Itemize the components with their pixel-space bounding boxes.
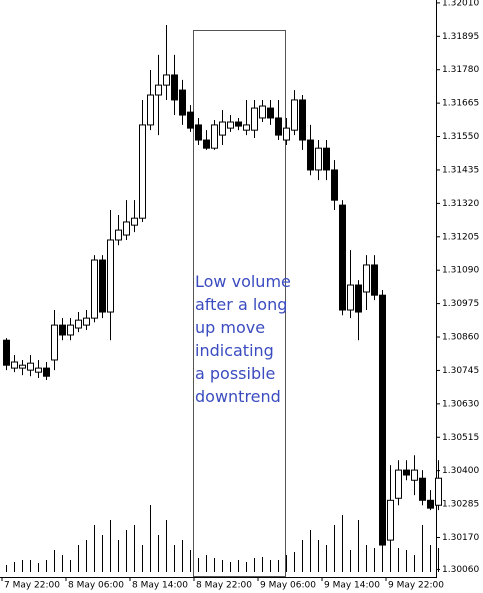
candle-body [219, 121, 226, 136]
candle-body [115, 229, 122, 241]
candle-body [147, 94, 154, 126]
x-tick-label: 8 May 14:00 [132, 581, 188, 591]
candle-body [227, 121, 234, 129]
x-tick-label: 9 May 14:00 [324, 581, 380, 591]
candle-body [347, 284, 354, 311]
y-tick-label: 1.31895 [442, 32, 479, 42]
candle-body [187, 111, 194, 129]
candle-body [435, 477, 442, 506]
candle-body [35, 367, 42, 373]
candle-body [363, 264, 370, 293]
candle-body [195, 124, 202, 141]
candle-body [139, 124, 146, 219]
y-tick-label: 1.30630 [442, 399, 479, 409]
candle-body [51, 324, 58, 361]
y-tick-label: 1.31665 [442, 99, 479, 109]
x-tick-label: 8 May 06:00 [68, 581, 124, 591]
candle-body [11, 361, 18, 369]
candle-body [403, 469, 410, 476]
candle-body [419, 477, 426, 501]
y-tick-label: 1.32010 [442, 0, 479, 8]
y-tick-label: 1.30860 [442, 333, 479, 343]
candle-body [235, 121, 242, 127]
candle-body [307, 139, 314, 171]
x-tick-label: 8 May 22:00 [196, 581, 252, 591]
y-tick-label: 1.30400 [442, 466, 479, 476]
candle-body [323, 147, 330, 171]
candle-body [3, 339, 10, 366]
annotation-text: indicating [195, 341, 274, 360]
candle-body [251, 107, 258, 131]
candle-body [299, 99, 306, 141]
candle-body [275, 117, 282, 136]
y-tick-label: 1.31780 [442, 65, 479, 75]
candle-body [259, 105, 266, 119]
candle-body [411, 469, 418, 481]
candle-body [99, 259, 106, 313]
annotation-text: up move [195, 318, 265, 337]
y-tick-label: 1.30975 [442, 299, 479, 309]
annotation-text: Low volume [195, 272, 291, 291]
candle-body [291, 99, 298, 131]
candle-body [427, 499, 434, 509]
y-tick-label: 1.30285 [442, 500, 479, 510]
candle-body [355, 284, 362, 313]
candle-body [379, 294, 386, 546]
annotation-text: downtrend [195, 387, 281, 406]
candle-body [163, 74, 170, 86]
candle-body [59, 324, 66, 336]
y-tick-label: 1.30060 [442, 565, 479, 575]
annotation-text: after a long [195, 295, 287, 314]
candle-body [267, 107, 274, 119]
candle-body [131, 217, 138, 226]
candle-body [179, 89, 186, 116]
candle-body [371, 264, 378, 296]
y-tick-label: 1.30170 [442, 533, 479, 543]
candle-body [91, 259, 98, 319]
annotation-text: a possible [195, 364, 275, 383]
candle-body [171, 74, 178, 101]
candle-body [107, 239, 114, 313]
x-tick-label: 9 May 22:00 [388, 581, 444, 591]
candle-body [67, 324, 74, 336]
y-tick-label: 1.31435 [442, 165, 479, 175]
candle-body [283, 127, 290, 141]
candle-body [203, 139, 210, 149]
candle-body [155, 84, 162, 96]
candle-body [243, 124, 250, 131]
candle-body [395, 469, 402, 499]
y-tick-label: 1.31090 [442, 266, 479, 276]
candle-body [315, 147, 322, 171]
candle-body [339, 204, 346, 311]
y-tick-label: 1.31205 [442, 232, 479, 242]
candle-body [19, 364, 26, 369]
y-tick-label: 1.30745 [442, 366, 479, 376]
y-tick-label: 1.31550 [442, 132, 479, 142]
y-tick-label: 1.31320 [442, 199, 479, 209]
candle-body [387, 499, 394, 541]
candle-body [211, 124, 218, 149]
x-tick-label: 9 May 06:00 [260, 581, 316, 591]
y-tick-label: 1.30515 [442, 433, 479, 443]
candle-body [43, 367, 50, 377]
candle-body [75, 319, 82, 329]
candle-body [27, 362, 34, 371]
x-tick-label: 7 May 22:00 [4, 581, 60, 591]
candle-body [123, 221, 130, 236]
highlight-box [193, 30, 286, 577]
candle-body [331, 169, 338, 201]
candle-body [83, 317, 90, 326]
